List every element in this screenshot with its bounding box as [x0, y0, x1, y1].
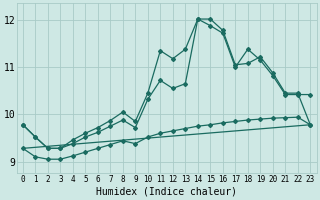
X-axis label: Humidex (Indice chaleur): Humidex (Indice chaleur) [96, 187, 237, 197]
